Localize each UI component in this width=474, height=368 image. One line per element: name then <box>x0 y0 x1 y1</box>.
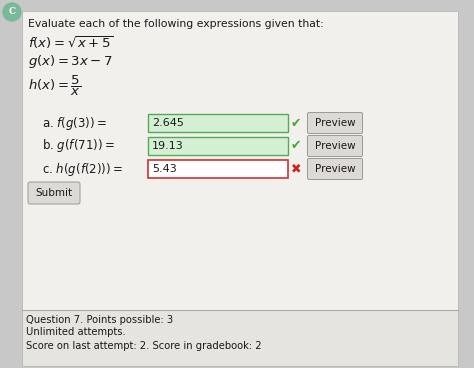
Text: $\it{g}(\it{x}) = 3\it{x} - 7$: $\it{g}(\it{x}) = 3\it{x} - 7$ <box>28 53 113 71</box>
Text: Preview: Preview <box>315 141 356 151</box>
Bar <box>148 114 288 132</box>
Text: C: C <box>9 7 16 17</box>
Text: b. $\it{g}(\it{f}(71)) =$: b. $\it{g}(\it{f}(71)) =$ <box>42 138 115 155</box>
Text: ✔: ✔ <box>291 117 301 130</box>
Text: 2.645: 2.645 <box>152 118 184 128</box>
Text: 5.43: 5.43 <box>152 164 177 174</box>
Bar <box>148 160 288 178</box>
Text: Submit: Submit <box>36 188 73 198</box>
Text: ✖: ✖ <box>291 163 301 176</box>
Text: Preview: Preview <box>315 118 356 128</box>
Text: $\it{f}(\it{x}) = \sqrt{\it{x}+5}$: $\it{f}(\it{x}) = \sqrt{\it{x}+5}$ <box>28 35 113 52</box>
FancyBboxPatch shape <box>308 113 363 134</box>
Text: Question 7. Points possible: 3: Question 7. Points possible: 3 <box>26 315 173 325</box>
FancyBboxPatch shape <box>308 135 363 156</box>
Bar <box>148 137 288 155</box>
FancyBboxPatch shape <box>308 159 363 180</box>
Bar <box>22 11 458 310</box>
Text: 19.13: 19.13 <box>152 141 184 151</box>
Text: a. $\it{f}(\it{g}(3)) =$: a. $\it{f}(\it{g}(3)) =$ <box>42 114 107 131</box>
Text: Evaluate each of the following expressions given that:: Evaluate each of the following expressio… <box>28 19 324 29</box>
Text: $\it{h}(\it{x}) = \dfrac{5}{\it{x}}$: $\it{h}(\it{x}) = \dfrac{5}{\it{x}}$ <box>28 74 81 98</box>
Text: ✔: ✔ <box>291 139 301 152</box>
Text: Score on last attempt: 2. Score in gradebook: 2: Score on last attempt: 2. Score in grade… <box>26 341 262 351</box>
Text: Unlimited attempts.: Unlimited attempts. <box>26 327 126 337</box>
Text: Preview: Preview <box>315 164 356 174</box>
Text: c. $\it{h}(\it{g}(\it{f}(2))) =$: c. $\it{h}(\it{g}(\it{f}(2))) =$ <box>42 160 123 177</box>
FancyBboxPatch shape <box>28 182 80 204</box>
Bar <box>22 310 458 366</box>
Circle shape <box>3 3 21 21</box>
